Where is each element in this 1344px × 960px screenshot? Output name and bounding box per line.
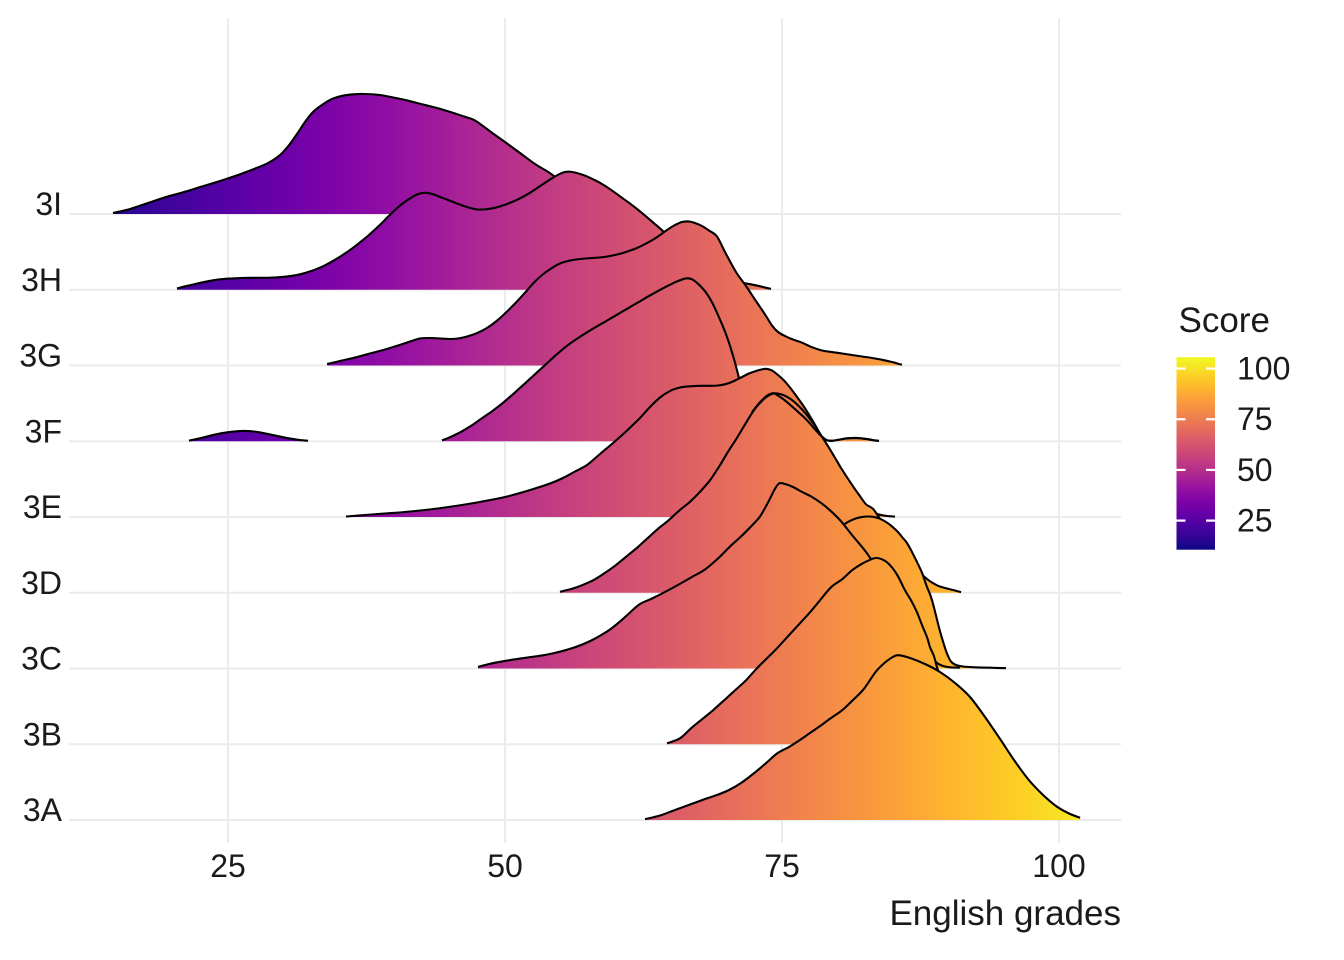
x-tick-label-100: 100 [1032,848,1085,884]
ridge-line-3F-overlay [751,392,880,442]
legend-label-25: 25 [1237,503,1273,539]
y-tick-label-3E: 3E [23,489,62,525]
y-tick-label-3D: 3D [21,565,62,601]
y-tick-label-3H: 3H [21,262,62,298]
ridge-line-3A [644,654,1081,821]
legend-label-75: 75 [1237,401,1273,437]
y-tick-label-3G: 3G [19,338,62,374]
x-axis-title: English grades [889,894,1121,933]
ridge-fill-3I [113,93,626,214]
legend-colorbar [1176,357,1215,550]
x-tick-label-75: 75 [764,848,800,884]
ridges [112,92,1081,821]
ridge-3A [644,654,1081,821]
ridge-fill-3A [645,655,1081,820]
axes: 3I 3H 3G 3F 3E 3D 3C 3B 3A 25 50 75 100 English grade… [19,186,1121,933]
legend-title: Score [1179,301,1270,340]
ridge-line-3I [112,92,627,215]
legend: Score 100 75 50 25 [1176,301,1290,550]
y-tick-label-3C: 3C [21,641,62,677]
y-tick-label-3B: 3B [23,716,62,752]
ridge-line-3F [188,429,309,442]
y-tick-label-3F: 3F [25,413,62,449]
y-tick-label-3I: 3I [35,186,62,222]
legend-label-100: 100 [1237,351,1290,387]
ridge-3G [326,220,903,366]
x-tick-label-25: 25 [210,848,246,884]
ridge-3I [112,92,627,215]
legend-label-50: 50 [1237,452,1273,488]
ridge-fill-3G [327,221,903,366]
ridge-line-3G [326,220,903,366]
x-tick-label-50: 50 [487,848,523,884]
ridge-fill-3F [189,430,308,442]
y-tick-label-3A: 3A [23,792,63,828]
